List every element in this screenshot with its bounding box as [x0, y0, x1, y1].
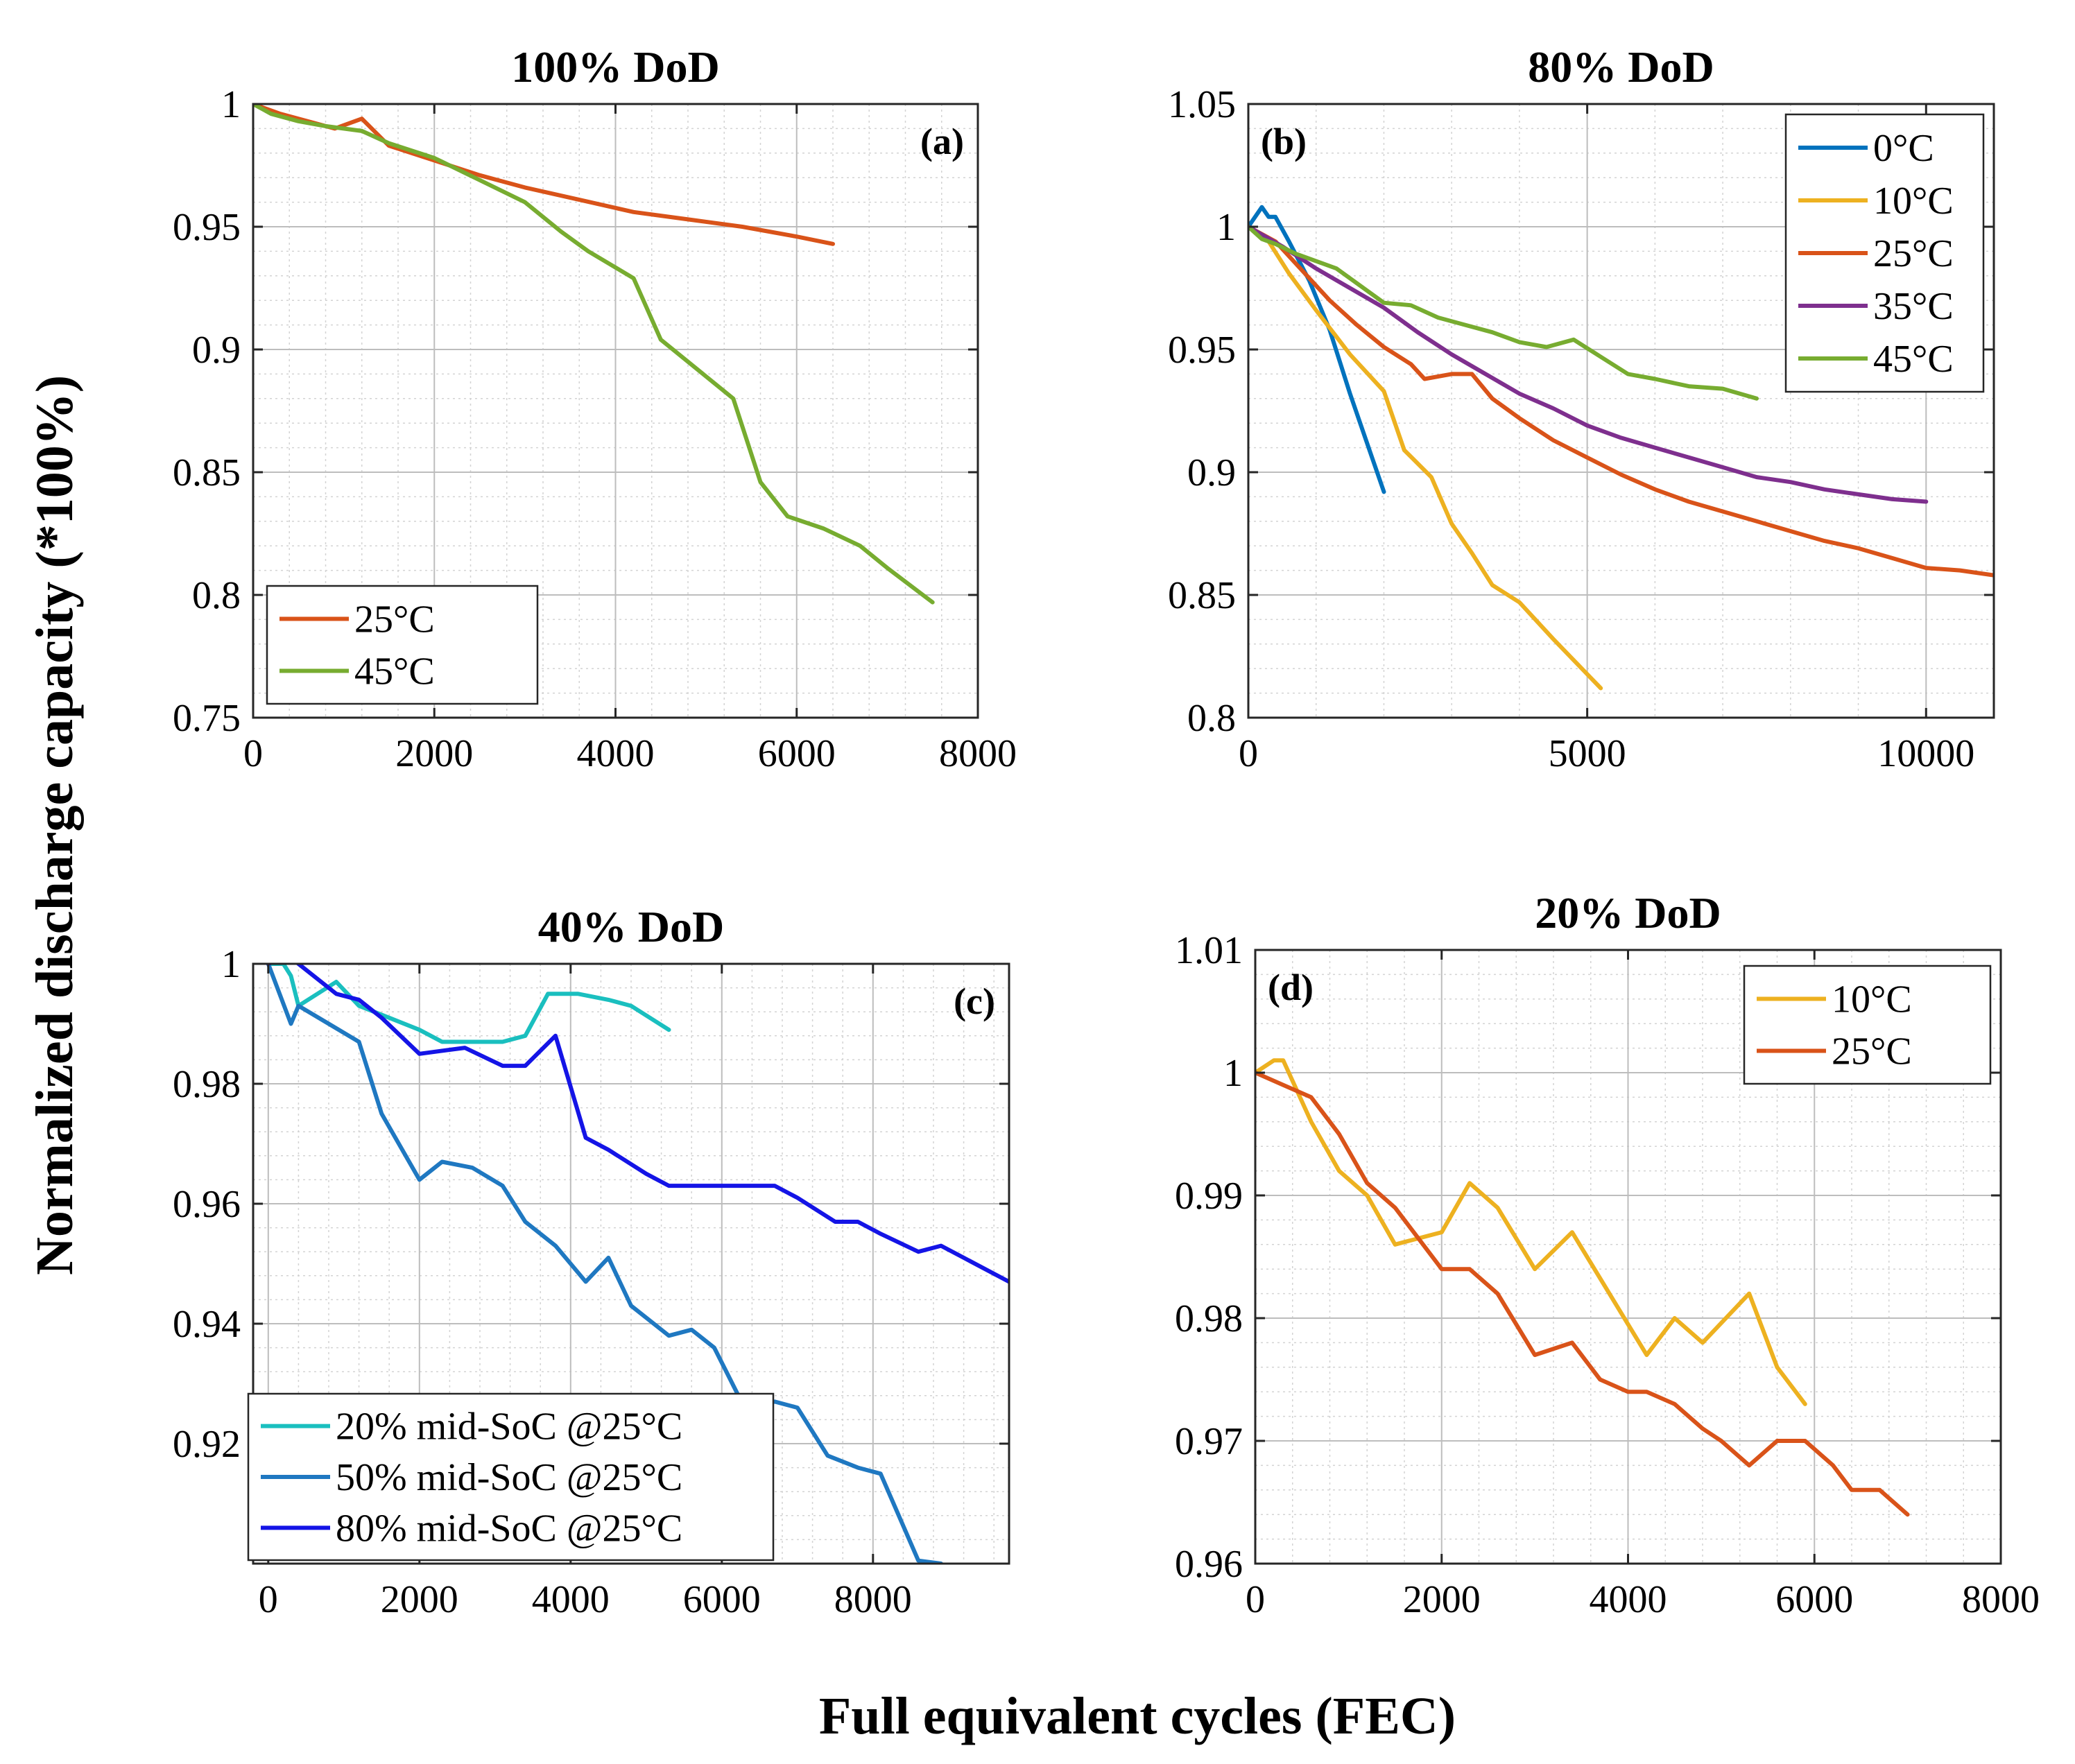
y-tick-label: 0.75 [173, 697, 241, 740]
y-tick-label: 0.92 [173, 1423, 241, 1466]
x-tick-label: 8000 [939, 732, 1017, 775]
series-line-a-1 [253, 104, 935, 605]
y-axis-label: Normalized discharge capacity (*100%) [26, 375, 84, 1275]
legend-entry: 35°C [1873, 285, 1954, 328]
panel-title: 40% DoD [538, 902, 724, 951]
y-tick-label: 0.8 [1187, 697, 1236, 740]
y-tick-label: 1 [1216, 206, 1236, 249]
x-tick-label: 8000 [834, 1578, 912, 1621]
y-tick-label: 0.96 [1175, 1543, 1243, 1586]
legend-entry: 80% mid-SoC @25°C [336, 1507, 682, 1550]
legend-entry: 25°C [354, 598, 435, 641]
x-tick-label: 6000 [758, 732, 836, 775]
panel-title: 20% DoD [1535, 888, 1721, 937]
x-tick-label: 6000 [1775, 1578, 1853, 1621]
x-tick-label: 2000 [1403, 1578, 1481, 1621]
legend: 0°C 10°C 25°C 35°C 45°C [1784, 113, 1985, 393]
y-tick-label: 0.95 [1168, 329, 1236, 372]
x-tick-label: 5000 [1549, 732, 1626, 775]
panel-title: 80% DoD [1528, 42, 1714, 92]
legend-box [266, 585, 539, 705]
panel-title: 100% DoD [511, 42, 719, 92]
series-line-c-2 [266, 964, 1009, 1284]
legend: 10°C 25°C [1743, 965, 1992, 1085]
axes-box [1247, 103, 1995, 719]
series-line-b-3 [1248, 225, 1929, 504]
x-tick-label: 0 [259, 1578, 278, 1621]
panel-a: 0 2000 4000 6000 8000 0.75 0.8 0.85 0.9 0.95 1 100%… [173, 42, 1017, 775]
y-tick-label: 0.97 [1175, 1420, 1243, 1463]
x-tick-label: 2000 [381, 1578, 458, 1621]
panel-label: (d) [1268, 967, 1314, 1008]
y-tick-label: 0.95 [173, 206, 241, 249]
y-tick-label: 0.98 [1175, 1297, 1243, 1340]
series-line-b-2 [1248, 225, 1994, 578]
x-tick-label: 4000 [1590, 1578, 1667, 1621]
x-tick-label: 2000 [395, 732, 473, 775]
panel-d: 0 2000 4000 6000 8000 0.96 0.97 0.98 0.99 1 1.01 20… [1175, 888, 2040, 1621]
legend-entry: 50% mid-SoC @25°C [336, 1456, 682, 1499]
y-tick-label: 0.9 [192, 329, 241, 372]
legend-entry: 45°C [1873, 338, 1954, 381]
legend-entry: 10°C [1873, 180, 1954, 223]
panel-b: 0 5000 10000 0.8 0.85 0.9 0.95 1 1.05 80% DoD (b) 0… [1168, 42, 1995, 775]
series-line-a-0 [253, 104, 835, 246]
panel-label: (c) [954, 980, 995, 1022]
y-tick-label: 1.05 [1168, 83, 1236, 126]
legend-entry: 20% mid-SoC @25°C [336, 1406, 682, 1449]
panel-label: (a) [920, 121, 964, 162]
y-tick-label: 1 [221, 943, 241, 986]
x-tick-label: 0 [243, 732, 263, 775]
x-tick-label: 4000 [532, 1578, 610, 1621]
legend-entry: 45°C [354, 650, 435, 693]
y-tick-label: 0.85 [1168, 574, 1236, 617]
series-line-b-0 [1248, 205, 1386, 494]
y-tick-label: 0.94 [173, 1303, 241, 1346]
y-tick-label: 1 [1223, 1052, 1243, 1095]
legend-entry: 25°C [1832, 1030, 1912, 1073]
y-tick-label: 0.96 [173, 1183, 241, 1226]
series-line-d-1 [1255, 1071, 1910, 1517]
x-tick-label: 0 [1239, 732, 1258, 775]
y-tick-label: 0.9 [1187, 451, 1236, 494]
panel-label: (b) [1261, 121, 1307, 162]
legend-box [247, 1392, 775, 1562]
x-axis-label: Full equivalent cycles (FEC) [819, 1687, 1456, 1745]
y-tick-label: 0.98 [173, 1063, 241, 1106]
y-tick-label: 0.99 [1175, 1175, 1243, 1218]
x-tick-label: 8000 [1962, 1578, 2040, 1621]
series-line-c-0 [266, 964, 671, 1044]
series-line-d-0 [1255, 1058, 1807, 1406]
y-tick-label: 1.01 [1175, 929, 1243, 972]
legend-entry: 0°C [1873, 127, 1934, 170]
axes-box [252, 962, 1010, 1565]
legend: 25°C 45°C [266, 585, 539, 705]
x-tick-label: 10000 [1877, 732, 1974, 775]
legend-entry: 10°C [1832, 978, 1912, 1021]
y-tick-label: 0.85 [173, 451, 241, 494]
legend: 20% mid-SoC @25°C 50% mid-SoC @25°C 80% mi… [247, 1392, 775, 1562]
series-line-b-1 [1248, 225, 1603, 691]
series-line-b-4 [1248, 225, 1759, 401]
legend-entry: 25°C [1873, 232, 1954, 275]
x-tick-label: 6000 [683, 1578, 761, 1621]
x-tick-label: 0 [1246, 1578, 1265, 1621]
panel-c: 0 2000 4000 6000 8000 0.92 0.94 0.96 0.98 1 40% Do… [173, 902, 1010, 1621]
y-tick-label: 0.8 [192, 574, 241, 617]
series-line-c-1 [266, 964, 943, 1564]
y-tick-label: 1 [221, 83, 241, 126]
x-tick-label: 4000 [577, 732, 655, 775]
legend-box [1743, 965, 1992, 1085]
